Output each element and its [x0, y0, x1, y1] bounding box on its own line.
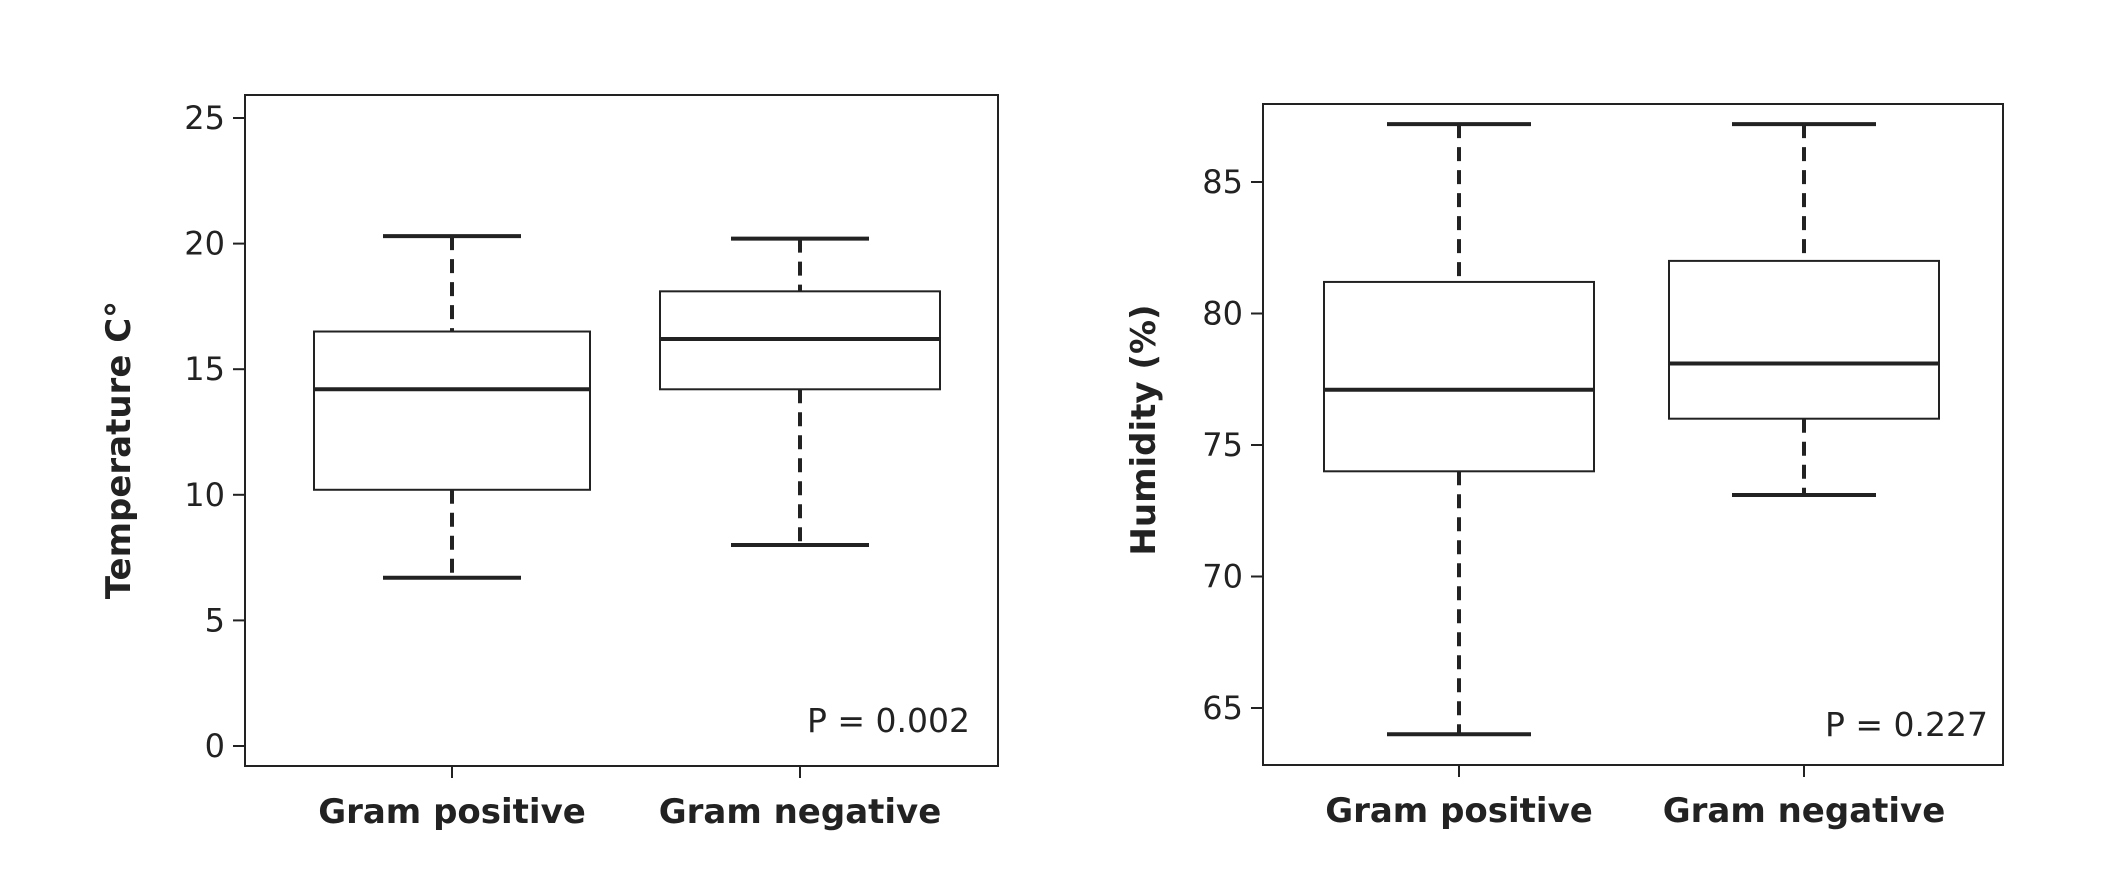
box-gram-negative [659, 236, 941, 548]
y-tick-label: 5 [205, 601, 225, 639]
plot-frame [1262, 103, 2004, 766]
x-category-label: Gram positive [318, 792, 586, 832]
y-axis-title: Humidity (%) [1124, 304, 1164, 555]
x-category-label: Gram negative [659, 792, 942, 832]
box-gram-positive [1323, 122, 1595, 737]
humidity-panel: 65 70 75 80 85 Humidity (%) Gram positive Gram … [1124, 103, 2004, 831]
y-tick-label: 20 [184, 225, 225, 263]
y-tick-label: 80 [1202, 295, 1243, 333]
y-tick-label: 25 [184, 99, 225, 137]
p-value-annotation: P = 0.227 [1825, 705, 1988, 744]
y-tick-label: 85 [1202, 163, 1243, 201]
temperature-panel: 0 5 10 15 20 25 Temperature C° Gram positive Gra… [99, 94, 999, 832]
iqr-box [1323, 280, 1595, 473]
x-category-label: Gram negative [1663, 791, 1946, 831]
box-gram-negative [1668, 122, 1940, 497]
y-tick-label: 15 [184, 350, 225, 388]
iqr-box [313, 330, 591, 491]
box-gram-positive [313, 234, 591, 580]
y-tick-label: 0 [205, 727, 225, 765]
plot-frame [244, 94, 999, 767]
y-axis-title: Temperature C° [99, 301, 139, 599]
x-category-label: Gram positive [1325, 791, 1593, 831]
iqr-box [1668, 259, 1940, 420]
y-tick-label: 10 [184, 476, 225, 514]
y-tick-label: 75 [1202, 426, 1243, 464]
y-tick-label: 65 [1202, 689, 1243, 727]
p-value-annotation: P = 0.002 [807, 701, 970, 740]
y-tick-label: 70 [1202, 558, 1243, 596]
